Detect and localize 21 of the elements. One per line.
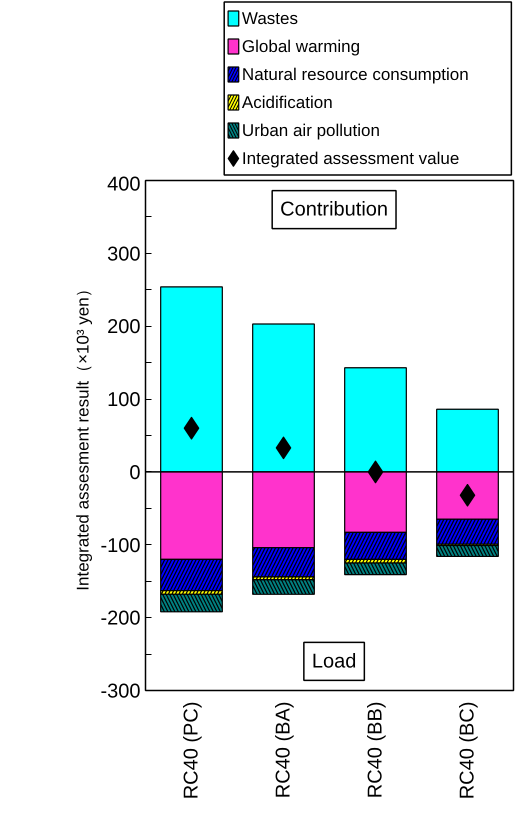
y-tick-label: -200 xyxy=(100,608,140,630)
y-tick-label: -300 xyxy=(100,680,140,702)
x-tick-label: RC40 (BC) xyxy=(456,701,478,800)
legend-label: Integrated assessment value xyxy=(242,149,460,168)
legend-label: Acidification xyxy=(242,93,333,112)
y-axis-title: Integrated assesment result（×10³ yen） xyxy=(73,280,92,591)
legend-label: Natural resource consumption xyxy=(242,65,469,84)
y-tick-label: 400 xyxy=(107,174,141,196)
annotation: Load xyxy=(312,650,356,672)
x-tick-label: RC40 (BB) xyxy=(364,701,386,798)
annotation: Contribution xyxy=(280,198,388,221)
legend-label: Global warming xyxy=(242,37,360,56)
y-tick-label: 0 xyxy=(129,462,140,484)
y-tick-label: 200 xyxy=(107,316,141,338)
y-tick-label: -100 xyxy=(100,534,140,557)
y-tick-label: 100 xyxy=(107,389,141,412)
legend-label: Urban air pollution xyxy=(242,121,380,140)
y-tick-label: 300 xyxy=(107,243,141,266)
x-tick-label: RC40 (PC) xyxy=(180,701,202,800)
legend-label: Wastes xyxy=(242,9,298,28)
x-tick-label: RC40 (BA) xyxy=(272,701,294,798)
